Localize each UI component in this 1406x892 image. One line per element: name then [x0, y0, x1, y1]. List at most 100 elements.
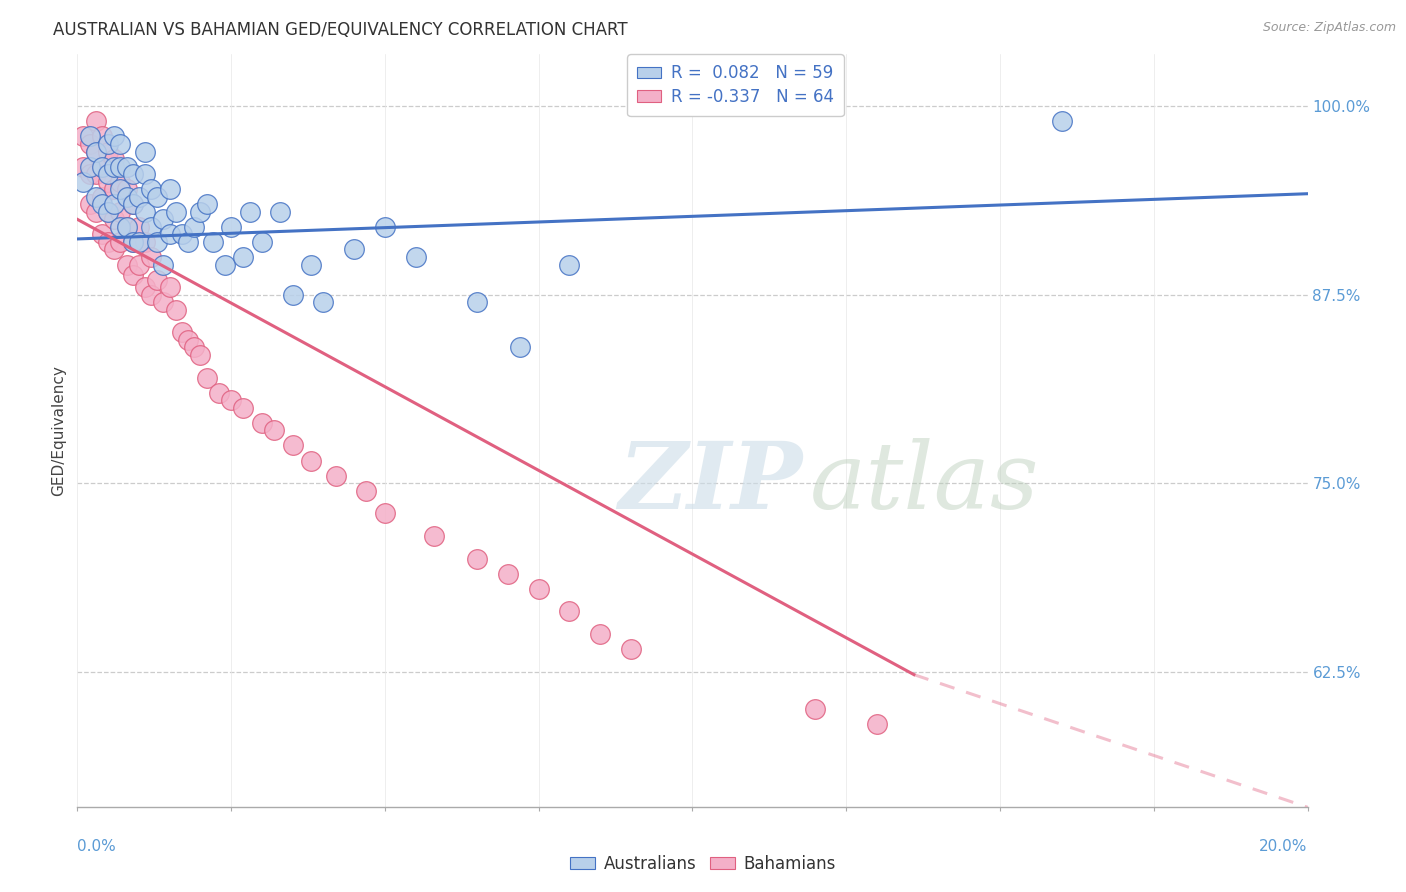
Point	[72, 175, 94, 189]
Point	[527, 582, 550, 596]
Point	[356, 483, 378, 498]
Point	[146, 235, 169, 249]
Point	[188, 204, 212, 219]
Point	[134, 280, 156, 294]
Point	[232, 401, 254, 415]
Point	[558, 604, 581, 618]
Point	[121, 235, 143, 249]
Point	[374, 506, 396, 520]
Point	[103, 243, 125, 257]
Point	[465, 551, 488, 566]
Point	[239, 204, 262, 219]
Point	[804, 702, 827, 716]
Point	[110, 175, 132, 189]
Point	[79, 160, 101, 174]
Point	[97, 167, 120, 181]
Point	[1050, 114, 1073, 128]
Point	[165, 204, 187, 219]
Point	[232, 250, 254, 264]
Point	[250, 416, 273, 430]
Point	[141, 250, 163, 264]
Point	[165, 302, 187, 317]
Point	[465, 295, 488, 310]
Point	[208, 385, 231, 400]
Point	[170, 326, 193, 340]
Point	[97, 204, 120, 219]
Point	[103, 152, 125, 166]
Point	[423, 529, 446, 543]
Point	[170, 227, 193, 242]
Point	[269, 204, 291, 219]
Point	[121, 197, 143, 211]
Point	[72, 129, 94, 144]
Point	[405, 250, 427, 264]
Point	[152, 258, 174, 272]
Point	[97, 136, 120, 151]
Point	[177, 235, 200, 249]
Point	[90, 227, 114, 242]
Point	[79, 167, 101, 181]
Point	[84, 204, 107, 219]
Point	[90, 129, 114, 144]
Point	[299, 258, 322, 272]
Point	[219, 219, 242, 234]
Point	[110, 219, 132, 234]
Point	[558, 258, 581, 272]
Point	[79, 129, 101, 144]
Point	[97, 175, 120, 189]
Point	[110, 204, 132, 219]
Point	[183, 341, 205, 355]
Point	[121, 167, 143, 181]
Point	[79, 136, 101, 151]
Point	[374, 219, 396, 234]
Point	[188, 348, 212, 362]
Point	[281, 438, 304, 452]
Point	[110, 160, 132, 174]
Point	[263, 424, 285, 438]
Point	[103, 182, 125, 196]
Point	[589, 627, 612, 641]
Point	[177, 333, 200, 347]
Point	[90, 160, 114, 174]
Point	[195, 197, 218, 211]
Point	[152, 212, 174, 227]
Point	[299, 453, 322, 467]
Point	[214, 258, 236, 272]
Point	[121, 268, 143, 282]
Point	[90, 197, 114, 211]
Text: ZIP: ZIP	[619, 438, 803, 528]
Point	[128, 190, 150, 204]
Point	[146, 190, 169, 204]
Point	[110, 136, 132, 151]
Point	[110, 235, 132, 249]
Point	[115, 182, 138, 196]
Text: atlas: atlas	[810, 438, 1039, 528]
Point	[128, 258, 150, 272]
Point	[84, 114, 107, 128]
Text: Source: ZipAtlas.com: Source: ZipAtlas.com	[1263, 21, 1396, 34]
Point	[134, 204, 156, 219]
Point	[159, 280, 181, 294]
Point	[121, 197, 143, 211]
Point	[134, 145, 156, 159]
Point	[115, 258, 138, 272]
Point	[141, 287, 163, 301]
Y-axis label: GED/Equivalency: GED/Equivalency	[51, 365, 66, 496]
Point	[141, 219, 163, 234]
Point	[103, 160, 125, 174]
Point	[84, 167, 107, 181]
Point	[72, 160, 94, 174]
Point	[219, 393, 242, 408]
Point	[134, 167, 156, 181]
Point	[103, 129, 125, 144]
Point	[152, 295, 174, 310]
Point	[620, 642, 643, 657]
Point	[343, 243, 366, 257]
Point	[84, 190, 107, 204]
Point	[115, 219, 138, 234]
Point	[115, 190, 138, 204]
Point	[90, 160, 114, 174]
Point	[141, 182, 163, 196]
Point	[110, 182, 132, 196]
Point	[201, 235, 224, 249]
